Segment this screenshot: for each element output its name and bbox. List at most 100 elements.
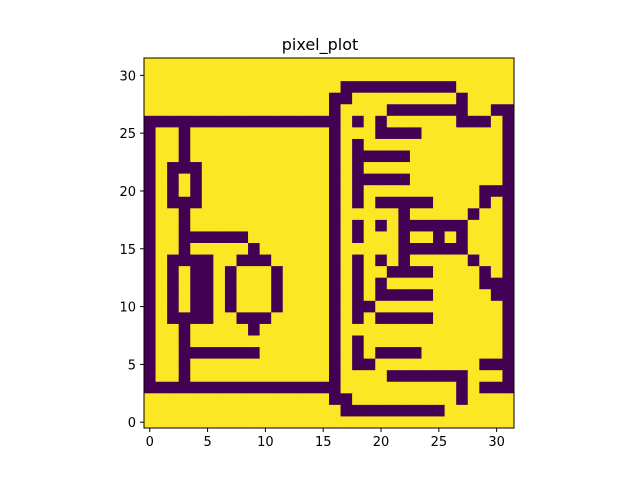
heatmap-cell [502,254,515,267]
heatmap-cell [259,404,272,417]
heatmap-cell [190,127,203,140]
heatmap-cell [421,138,434,151]
heatmap-cell [479,115,492,128]
heatmap-cell [294,358,307,371]
y-tick-label: 20 [119,185,136,200]
heatmap-cell [479,127,492,140]
heatmap-cell [178,289,191,302]
y-tick-label: 25 [119,127,136,142]
heatmap-cell [178,81,191,94]
heatmap-cell [421,404,434,417]
heatmap-cell [502,358,515,371]
heatmap-cell [363,115,376,128]
heatmap-cell [456,312,469,325]
heatmap-cell [340,115,353,128]
heatmap-cell [467,196,480,209]
heatmap-cell [282,312,295,325]
heatmap-cell [144,115,156,128]
heatmap-cell [213,266,226,279]
heatmap-cell [363,208,376,221]
heatmap-cell [456,243,469,255]
heatmap-cell [167,185,180,198]
heatmap-cell [224,196,237,209]
heatmap-cell [467,185,480,198]
heatmap-cell [363,381,376,394]
heatmap-cell [502,381,515,394]
plot-frame [143,57,515,429]
heatmap-cell [201,92,214,105]
heatmap-cell [502,173,515,186]
heatmap-cell [329,185,341,198]
heatmap-cell [340,69,353,82]
heatmap-cell [421,312,434,325]
heatmap-cell [178,393,191,406]
heatmap-cell [144,58,156,70]
heatmap-cell [236,243,249,255]
heatmap-cell [456,323,469,336]
heatmap-cell [144,300,156,313]
heatmap-cell [479,243,492,255]
heatmap-cell [167,323,180,336]
heatmap-cell [271,127,284,140]
heatmap-cell [236,416,249,429]
heatmap-cell [167,404,180,417]
heatmap-cell [178,300,191,313]
heatmap-cell [167,69,180,82]
heatmap-cell [421,196,434,209]
heatmap-cell [329,81,341,94]
heatmap-cell [329,416,341,429]
heatmap-cell [479,277,492,290]
heatmap-cell [444,127,457,140]
heatmap-cell [167,266,180,279]
heatmap-cell [444,173,457,186]
heatmap-cell [224,92,237,105]
heatmap-cell [433,404,446,417]
heatmap-cell [398,416,411,429]
heatmap-cell [340,254,353,267]
heatmap-cell [340,92,353,105]
heatmap-cell [490,81,503,94]
heatmap-cell [398,347,411,360]
heatmap-cell [386,185,399,198]
heatmap-cell [282,347,295,360]
heatmap-cell [409,358,422,371]
heatmap-cell [375,404,388,417]
heatmap-cell [467,266,480,279]
heatmap-cell [167,289,180,302]
heatmap-cell [398,58,411,70]
heatmap-cell [433,416,446,429]
heatmap-cell [421,231,434,244]
heatmap-cell [444,185,457,198]
heatmap-cell [282,150,295,163]
heatmap-cell [467,81,480,94]
heatmap-cell [271,393,284,406]
heatmap-cell [155,196,168,209]
heatmap-cell [271,404,284,417]
heatmap-cell [294,185,307,198]
heatmap-cell [294,416,307,429]
heatmap-cell [467,92,480,105]
heatmap-cell [224,219,237,232]
heatmap-cell [155,335,168,348]
heatmap-cell [144,162,156,175]
heatmap-cell [317,127,330,140]
heatmap-cell [398,208,411,221]
heatmap-cell [271,300,284,313]
heatmap-cell [363,335,376,348]
heatmap-cell [421,115,434,128]
heatmap-cell [490,347,503,360]
heatmap-cell [386,127,399,140]
heatmap-cell [167,208,180,221]
heatmap-cell [190,266,203,279]
heatmap-cell [409,69,422,82]
heatmap-cell [317,289,330,302]
heatmap-cell [386,69,399,82]
heatmap-cell [213,358,226,371]
heatmap-cell [444,254,457,267]
heatmap-cell [190,219,203,232]
heatmap-cell [155,266,168,279]
heatmap-cell [271,196,284,209]
heatmap-cell [317,208,330,221]
heatmap-cell [190,138,203,151]
heatmap-cell [144,243,156,255]
